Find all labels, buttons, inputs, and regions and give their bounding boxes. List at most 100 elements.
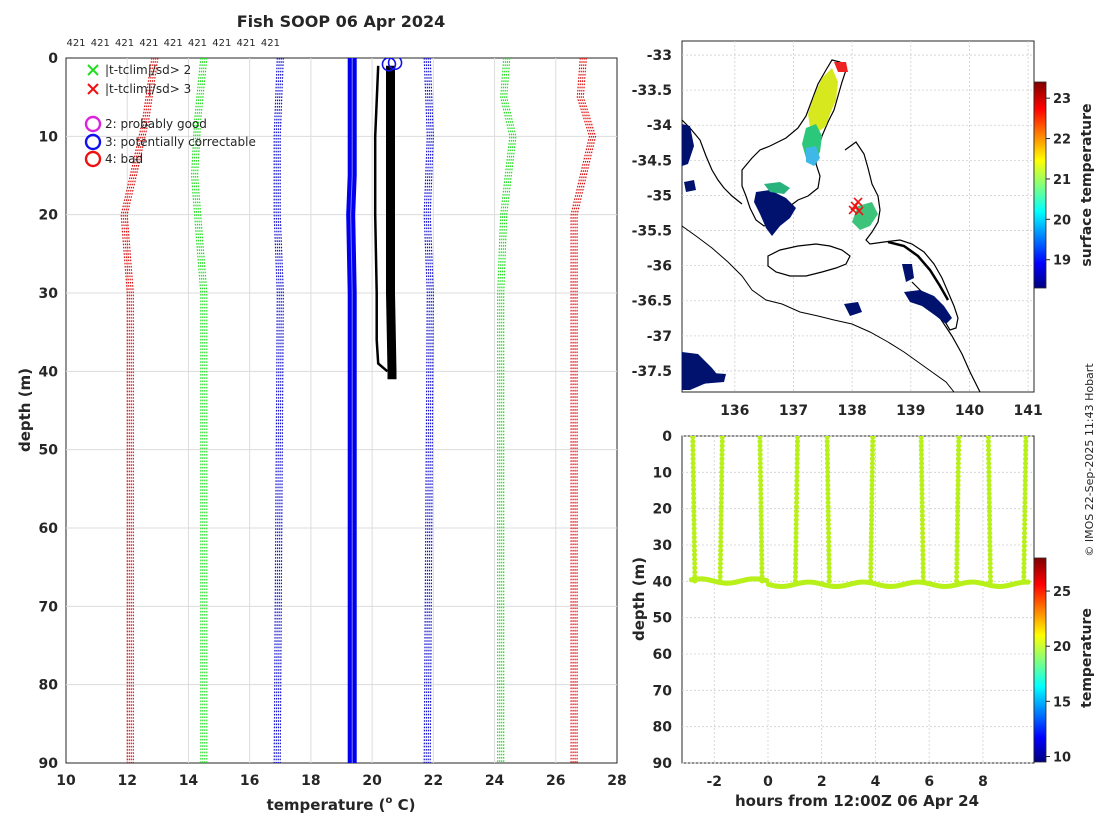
- depth-time-point: [758, 495, 764, 501]
- depth-time-point: [825, 495, 831, 501]
- profile-ytick-label: 20: [39, 208, 59, 224]
- depth-time-point: [690, 443, 696, 449]
- depth-time-point: [759, 569, 765, 575]
- depth-time-point: [1022, 473, 1028, 479]
- depth-time-point: [793, 565, 799, 571]
- climatology-line: [279, 58, 284, 763]
- depth-time-xtick-label: -2: [706, 774, 722, 790]
- depth-time-point: [719, 460, 725, 466]
- depth-time-point: [690, 452, 696, 458]
- depth-time-point: [987, 578, 993, 584]
- depth-time-point: [758, 478, 764, 484]
- depth-time-point: [986, 491, 992, 497]
- depth-time-point: [759, 543, 765, 549]
- depth-time-point: [692, 561, 698, 567]
- depth-time-point: [955, 478, 961, 484]
- depth-time-point: [869, 482, 875, 488]
- depth-time-ytick-label: 20: [653, 502, 673, 518]
- depth-time-point: [920, 578, 926, 584]
- depth-time-point: [719, 447, 725, 453]
- depth-time-point: [1023, 452, 1029, 458]
- depth-time-point: [987, 534, 993, 540]
- depth-time-point: [794, 482, 800, 488]
- depth-time-point: [987, 543, 993, 549]
- depth-time-point: [986, 473, 992, 479]
- depth-time-point: [868, 534, 874, 540]
- depth-time-point: [920, 574, 926, 580]
- depth-time-point: [868, 526, 874, 532]
- depth-time-point: [919, 478, 925, 484]
- depth-time-point: [919, 495, 925, 501]
- depth-time-point: [920, 534, 926, 540]
- profile-ytick-label: 60: [39, 521, 59, 537]
- profile-ytick-label: 30: [39, 286, 59, 302]
- depth-time-point: [919, 473, 925, 479]
- depth-time-point: [956, 443, 962, 449]
- depth-time-point: [757, 456, 763, 462]
- sst-patch-sw-cold-2: [698, 372, 726, 384]
- depth-time-point: [954, 578, 960, 584]
- depth-time-point: [793, 552, 799, 558]
- depth-time-point: [955, 465, 961, 471]
- depth-time-point: [918, 456, 924, 462]
- depth-time-point: [986, 447, 992, 453]
- map-colorbar-ticks: 19 20 21 22 23: [1046, 92, 1071, 269]
- depth-time-point: [794, 495, 800, 501]
- depth-time-point: [759, 561, 765, 567]
- depth-time-point: [1021, 561, 1027, 567]
- profile-ytick-label: 10: [39, 129, 59, 145]
- depth-time-point: [718, 530, 724, 536]
- depth-time-point: [825, 491, 831, 497]
- depth-time-point: [870, 452, 876, 458]
- profile-ytick-label: 40: [39, 364, 59, 380]
- depth-time-point: [824, 456, 830, 462]
- depth-time-point: [825, 517, 831, 523]
- depth-time-point: [919, 508, 925, 514]
- depth-time-point: [825, 460, 831, 466]
- depth-time-point: [825, 465, 831, 471]
- depth-time-point: [955, 508, 961, 514]
- depth-time-point: [1022, 469, 1028, 475]
- depth-time-point: [719, 465, 725, 471]
- depth-time-point: [718, 521, 724, 527]
- depth-time-point: [868, 543, 874, 549]
- depth-time-xtick-label: 0: [763, 774, 773, 790]
- track-marker-group: [848, 197, 864, 216]
- depth-time-point: [985, 443, 991, 449]
- depth-time-point: [691, 530, 697, 536]
- depth-time-point: [758, 534, 764, 540]
- coastline-eyre-peninsula: [682, 119, 743, 205]
- depth-time-point: [987, 552, 993, 558]
- depth-time-point: [869, 517, 875, 523]
- map-colorbar-tick-label: 22: [1053, 133, 1071, 148]
- depth-time-xtick-label: 2: [817, 774, 827, 790]
- profile-ytick-label: 70: [39, 599, 59, 615]
- depth-time-point: [1021, 556, 1027, 562]
- depth-time-point: [718, 508, 724, 514]
- depth-time-point: [717, 578, 723, 584]
- depth-time-point: [793, 534, 799, 540]
- depth-time-point: [757, 436, 763, 440]
- profile-series: [120, 58, 597, 763]
- map-tick-labels: 136 137 138 139 140 141 -33 -33.5 -34 -34.5 -35 -35…: [632, 48, 1043, 419]
- profile-xlabel-sup: o: [385, 795, 392, 806]
- sst-patch-gulf-warm: [808, 68, 838, 132]
- qc-marker: [381, 58, 397, 72]
- depth-time-point: [794, 473, 800, 479]
- depth-time-point: [869, 491, 875, 497]
- depth-time-point: [758, 517, 764, 523]
- depth-time-point: [954, 543, 960, 549]
- map-xtick-label: 139: [896, 403, 925, 419]
- depth-time-point: [824, 452, 830, 458]
- depth-time-point: [691, 547, 697, 553]
- depth-time-point: [918, 443, 924, 449]
- depth-time-point: [825, 478, 831, 484]
- depth-time-point: [868, 565, 874, 571]
- profile-xtick-label: 14: [179, 773, 199, 789]
- depth-time-point: [793, 543, 799, 549]
- depth-time-point: [1023, 443, 1029, 449]
- depth-time-point: [1021, 578, 1027, 584]
- depth-time-point: [794, 465, 800, 471]
- depth-time-point: [986, 452, 992, 458]
